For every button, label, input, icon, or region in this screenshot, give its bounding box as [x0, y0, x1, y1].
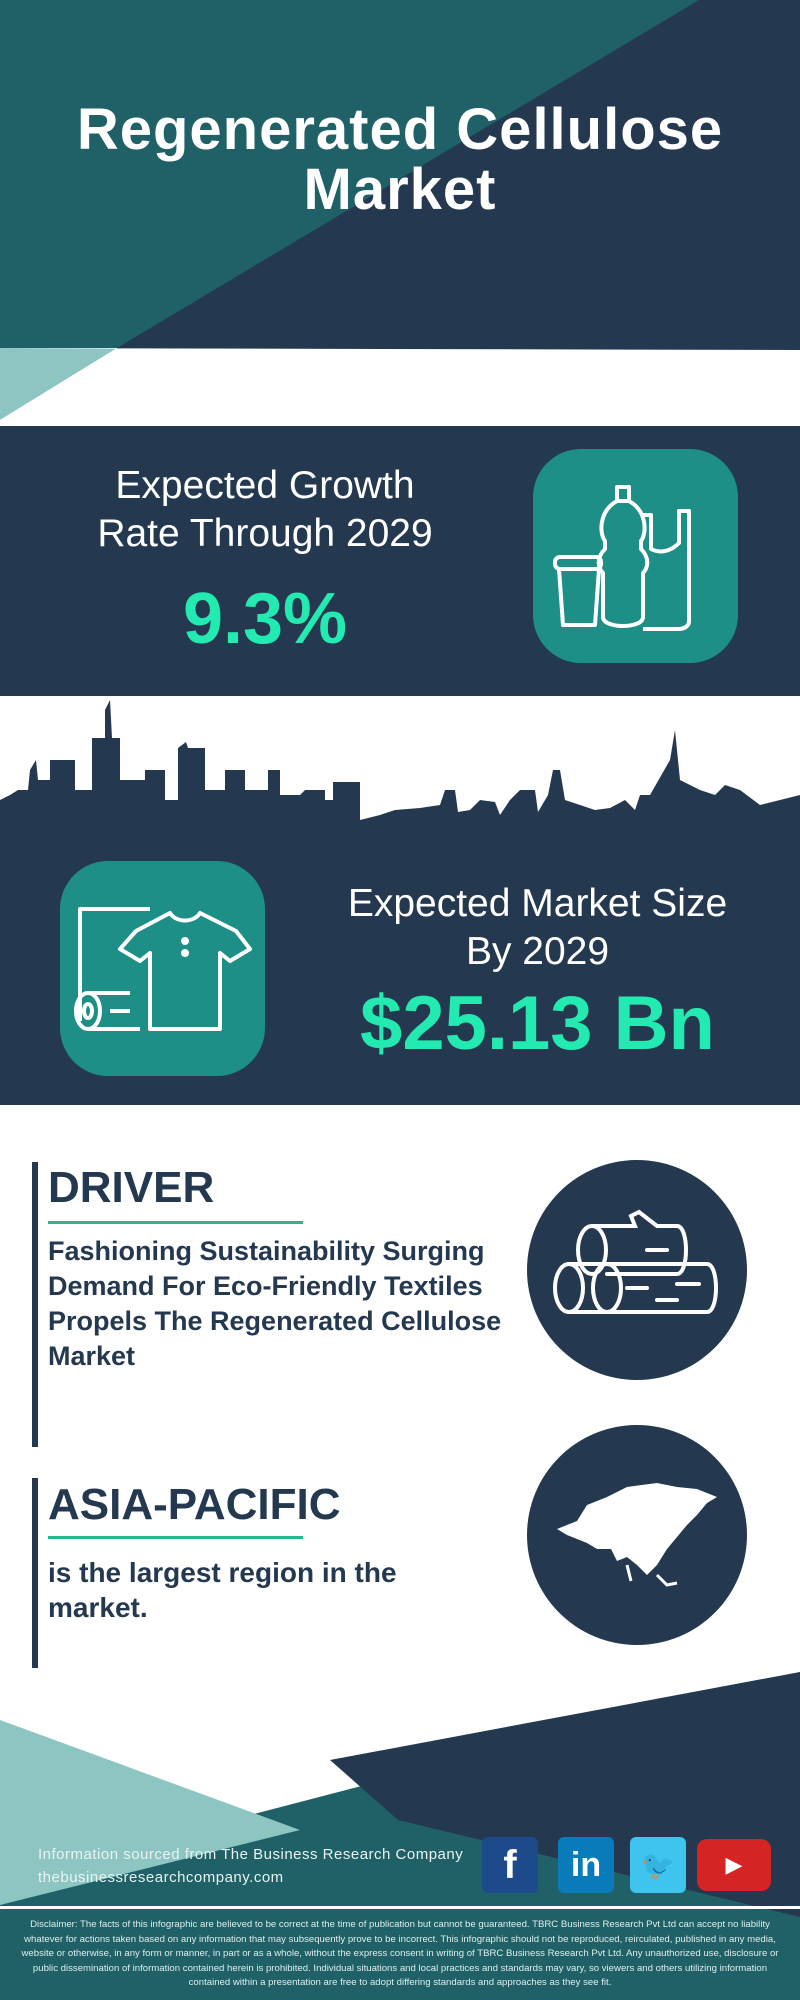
market-label: Expected Market Size By 2029	[285, 880, 790, 976]
page-title: Regenerated Cellulose Market	[0, 100, 800, 220]
driver-icon-circle	[527, 1160, 747, 1380]
source-text: Information sourced from The Business Re…	[38, 1846, 464, 1863]
driver-bar	[32, 1162, 38, 1447]
twitter-icon[interactable]: 🐦	[630, 1837, 686, 1893]
title-line2: Market	[303, 157, 497, 222]
twitter-glyph: 🐦	[640, 1849, 676, 1881]
fabric-roll-shirt-icon	[74, 907, 252, 1031]
market-value: $25.13 Bn	[360, 981, 715, 1066]
market-label-line1: Expected Market Size	[347, 882, 728, 925]
asia-map-icon	[557, 1483, 717, 1587]
growth-label: Expected Growth Rate Through 2029	[40, 462, 490, 558]
facebook-icon[interactable]: f	[482, 1837, 538, 1893]
linkedin-icon[interactable]: in	[558, 1837, 614, 1893]
market-icon-box	[60, 861, 265, 1076]
bottle-cup-bag-icon	[553, 485, 691, 631]
region-underline	[48, 1536, 303, 1539]
youtube-glyph: ▶	[725, 1852, 743, 1877]
growth-icon-box	[533, 449, 738, 663]
market-label-line2: By 2029	[465, 930, 610, 973]
city-skyline	[0, 700, 800, 843]
youtube-icon[interactable]: ▶	[697, 1839, 771, 1891]
growth-label-line1: Expected Growth	[115, 464, 415, 507]
driver-underline	[48, 1221, 303, 1224]
growth-label-line2: Rate Through 2029	[97, 512, 433, 555]
logs-icon	[553, 1209, 718, 1314]
driver-text: Fashioning Sustainability Surging Demand…	[48, 1236, 502, 1371]
growth-value: 9.3%	[182, 579, 348, 659]
region-text: is the largest region in the market.	[48, 1557, 397, 1623]
linkedin-glyph: in	[570, 1845, 602, 1884]
title-line1: Regenerated Cellulose	[76, 97, 724, 162]
region-heading: ASIA-PACIFIC	[48, 1480, 341, 1529]
region-icon-circle	[527, 1425, 747, 1645]
disclaimer: Disclaimer: The facts of this infographi…	[21, 1919, 779, 1988]
source-url[interactable]: thebusinessresearchcompany.com	[38, 1869, 284, 1886]
driver-heading: DRIVER	[48, 1163, 215, 1212]
region-bar	[32, 1478, 38, 1668]
facebook-glyph: f	[503, 1842, 517, 1887]
